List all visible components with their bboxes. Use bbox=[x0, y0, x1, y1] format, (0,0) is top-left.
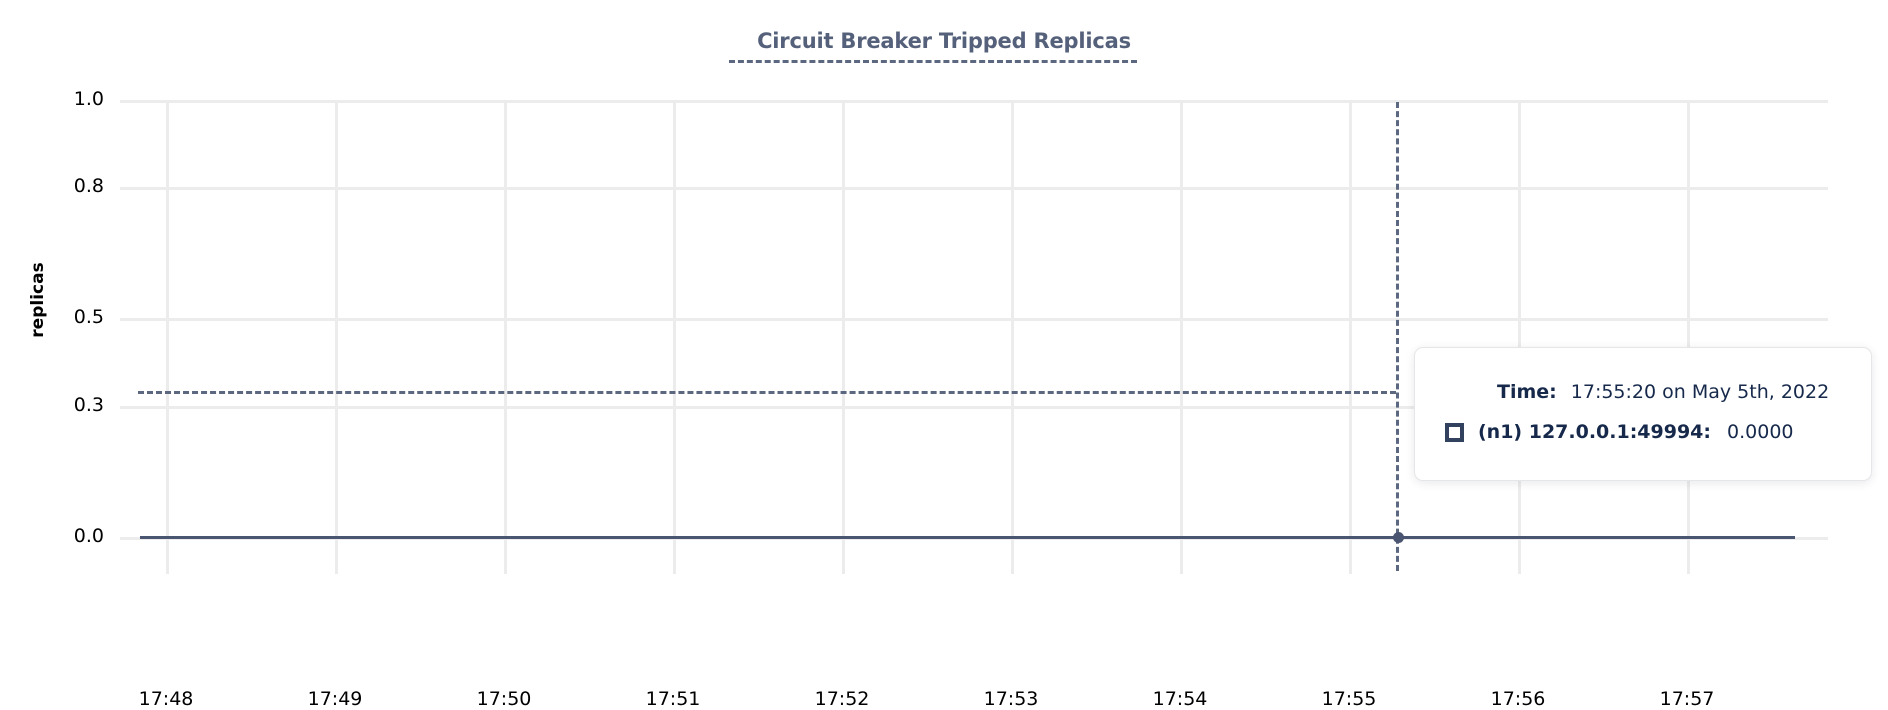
x-tick-label: 17:53 bbox=[983, 688, 1039, 710]
y-tick-label: 0.5 bbox=[73, 306, 104, 328]
gridline-horizontal bbox=[120, 406, 1828, 409]
hovered-data-point[interactable] bbox=[1392, 531, 1404, 543]
gridline-vertical bbox=[1349, 102, 1352, 574]
gridline-vertical bbox=[1518, 102, 1521, 574]
plot-area: 1.0 0.8 0.5 0.3 0.0 17:48 17:49 17:50 17… bbox=[74, 90, 1828, 710]
tooltip-series-value: 0.0000 bbox=[1727, 421, 1794, 443]
hover-tooltip: Time: 17:55:20 on May 5th, 2022 (n1) 127… bbox=[1414, 347, 1872, 481]
gridline-vertical bbox=[1011, 102, 1014, 574]
series-line bbox=[140, 536, 1795, 539]
circuit-breaker-tripped-replicas-chart: Circuit Breaker Tripped Replicas replica… bbox=[28, 29, 1872, 710]
x-tick-label: 17:54 bbox=[1152, 688, 1208, 710]
title-underline bbox=[729, 60, 1137, 63]
gridline-horizontal bbox=[120, 187, 1828, 190]
tooltip-time-value: 17:55:20 on May 5th, 2022 bbox=[1570, 381, 1830, 403]
x-tick-label: 17:55 bbox=[1321, 688, 1377, 710]
page-title: Circuit Breaker Tripped Replicas bbox=[757, 29, 1131, 53]
x-tick-label: 17:52 bbox=[814, 688, 870, 710]
y-tick-label: 0.0 bbox=[73, 525, 104, 547]
gridline-vertical bbox=[166, 102, 169, 574]
x-tick-label: 17:50 bbox=[476, 688, 532, 710]
x-tick-label: 17:56 bbox=[1490, 688, 1546, 710]
x-tick-label: 17:48 bbox=[138, 688, 194, 710]
x-tick-label: 17:51 bbox=[645, 688, 701, 710]
tooltip-series-row: (n1) 127.0.0.1:49994: 0.0000 bbox=[1445, 412, 1841, 452]
y-tick-label: 0.8 bbox=[73, 175, 104, 197]
gridline-vertical bbox=[335, 102, 338, 574]
y-axis-label: replicas bbox=[28, 262, 48, 338]
x-tick-label: 17:57 bbox=[1659, 688, 1715, 710]
gridline-vertical bbox=[1180, 102, 1183, 574]
gridline-vertical bbox=[504, 102, 507, 574]
y-tick-label: 0.3 bbox=[73, 394, 104, 416]
tooltip-time-row: Time: 17:55:20 on May 5th, 2022 bbox=[1445, 372, 1841, 412]
gridline-horizontal bbox=[120, 318, 1828, 321]
gridline-horizontal bbox=[120, 100, 1828, 103]
tooltip-series-label: (n1) 127.0.0.1:49994: bbox=[1478, 421, 1712, 443]
y-tick-label: 1.0 bbox=[73, 88, 104, 110]
tooltip-time-label: Time: bbox=[1497, 381, 1557, 403]
gridline-vertical bbox=[673, 102, 676, 574]
gridline-vertical bbox=[1687, 102, 1690, 574]
square-outline-icon bbox=[1445, 422, 1464, 442]
threshold-dashed-line bbox=[138, 391, 1396, 394]
crosshair-vertical-line[interactable] bbox=[1396, 102, 1399, 571]
x-tick-label: 17:49 bbox=[307, 688, 363, 710]
gridline-vertical bbox=[842, 102, 845, 574]
